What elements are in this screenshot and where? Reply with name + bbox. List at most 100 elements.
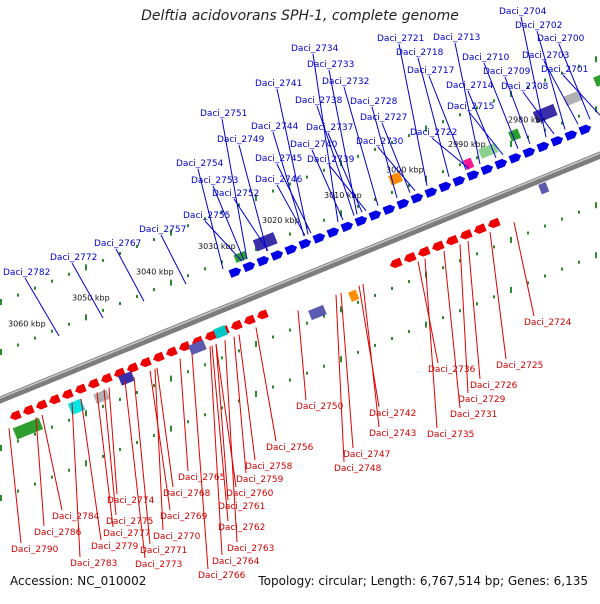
minus-gene-label: Daci_2748 [334, 464, 382, 474]
tick-mark [102, 454, 104, 458]
plus-gene-label: Daci_2738 [295, 96, 343, 106]
minus-label-leader [215, 343, 229, 501]
tick-mark [459, 163, 461, 167]
tick-mark [0, 349, 2, 355]
minus-label-leader [424, 258, 438, 429]
tick-mark [204, 363, 206, 367]
plus-label-leader [328, 164, 367, 211]
plus-label-leader [221, 118, 248, 260]
plus-label-leader [276, 163, 312, 234]
plus-gene-block [252, 232, 278, 252]
tick-mark [544, 274, 546, 278]
tick-mark [221, 356, 223, 360]
plus-gene-arrow [340, 221, 354, 233]
tick-mark [136, 391, 138, 395]
plus-gene-label: Daci_2744 [251, 122, 299, 132]
plus-gene-arrow [368, 210, 382, 221]
plus-label-leader [316, 105, 355, 216]
minus-label-leader [358, 285, 380, 408]
tick-mark [408, 280, 410, 284]
minus-label-leader [459, 244, 469, 394]
plus-gene-arrow [424, 187, 438, 198]
tick-mark [272, 385, 274, 389]
tick-mark [374, 197, 376, 201]
plus-gene-label: Daci_2732 [322, 77, 369, 87]
minus-gene-arrow [62, 388, 74, 399]
minus-gene-label: Daci_2771 [140, 546, 187, 556]
minus-gene-label: Daci_2725 [496, 361, 543, 371]
scale-tick-label: 2980 kbp [508, 116, 546, 125]
plus-label-leader [377, 146, 416, 192]
minus-label-leader [255, 327, 277, 442]
minus-gene-block [118, 371, 135, 386]
plus-gene-label: Daci_2721 [377, 34, 424, 44]
tick-mark [340, 356, 342, 363]
plus-gene-label: Daci_2714 [446, 81, 494, 91]
plus-gene-label: Daci_2734 [291, 44, 339, 54]
plus-label-leader [343, 86, 379, 206]
plus-label-leader [504, 76, 531, 144]
plus-label-leader [312, 53, 339, 223]
tick-mark [85, 314, 87, 321]
plus-gene-arrow [452, 176, 466, 187]
plus-gene-arrow [326, 227, 340, 238]
minus-label-leader [489, 232, 507, 360]
plus-label-leader [71, 262, 104, 319]
minus-label-leader [133, 377, 151, 545]
plus-gene-label: Daci_2713 [433, 33, 480, 43]
plus-gene-label: Daci_2741 [255, 79, 302, 89]
minus-label-leader [35, 417, 45, 527]
plus-label-leader [24, 277, 60, 337]
tick-mark [425, 321, 427, 328]
minus-label-leader [103, 389, 117, 516]
plus-gene-label: Daci_2752 [212, 189, 259, 199]
tick-mark [136, 441, 138, 445]
tick-mark [238, 349, 240, 353]
plus-label-leader [417, 57, 450, 177]
tick-mark [85, 264, 87, 271]
minus-label-leader [80, 398, 102, 541]
minus-gene-label: Daci_2763 [227, 544, 274, 554]
minus-gene-label: Daci_2756 [266, 443, 314, 453]
minus-label-leader [124, 380, 146, 559]
tick-mark [85, 460, 87, 467]
tick-mark [289, 232, 291, 236]
tick-mark [34, 286, 36, 290]
plus-gene-label: Daci_2710 [462, 53, 510, 63]
scale-tick-label: 3020 kbp [262, 216, 300, 225]
minus-gene-label: Daci_2747 [343, 450, 390, 460]
minus-gene-arrow [244, 314, 256, 325]
tick-mark [204, 267, 206, 271]
minus-label-leader [467, 241, 481, 380]
minus-label-leader [209, 346, 223, 556]
tick-mark [459, 259, 461, 263]
plus-gene-arrow [466, 170, 480, 181]
plus-gene-label: Daci_2701 [541, 65, 588, 75]
scale-tick-label: 3050 kbp [72, 294, 110, 303]
tick-mark [102, 308, 104, 312]
tick-mark [170, 375, 172, 382]
plus-gene-arrow [270, 250, 284, 261]
minus-gene-block [93, 389, 110, 404]
scale-tick-label: 3060 kbp [8, 320, 46, 329]
tick-mark [595, 106, 597, 113]
plus-gene-label: Daci_2727 [360, 113, 407, 123]
minus-gene-label: Daci_2784 [52, 512, 100, 522]
tick-mark [595, 202, 597, 209]
tick-mark [68, 418, 70, 422]
tick-mark [510, 236, 512, 243]
plus-label-leader [536, 30, 566, 130]
tick-mark [357, 154, 359, 158]
plus-gene-label: Daci_2737 [306, 123, 353, 133]
tick-mark [391, 286, 393, 290]
minus-gene-block [348, 289, 360, 302]
tick-mark [119, 301, 121, 305]
plus-gene-arrow [480, 164, 494, 176]
tick-mark [187, 420, 189, 424]
plus-gene-arrow [354, 216, 368, 227]
minus-label-leader [191, 353, 209, 570]
minus-labels-group: Daci_2724 Daci_2725 Daci_2726 Daci_2729 Daci… [8, 222, 572, 581]
tick-mark [527, 281, 529, 285]
tick-mark [68, 468, 70, 472]
tick-mark [272, 335, 274, 339]
